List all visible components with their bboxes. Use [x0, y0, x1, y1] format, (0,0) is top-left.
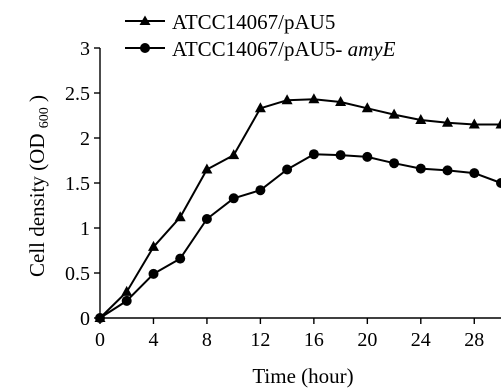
y-axis-title-subscript: 600: [37, 107, 52, 128]
series-1-point-triangle: [228, 149, 240, 160]
x-tick-label: 0: [95, 329, 105, 351]
series-1-point-triangle: [121, 285, 133, 296]
series-1-line: [99, 98, 501, 319]
legend: ATCC14067/pAU5 ATCC14067/pAU5- amyE: [125, 10, 396, 61]
x-tick-label: 16: [304, 329, 324, 351]
legend-marker-circle: [140, 43, 150, 53]
series-1-point-triangle: [201, 163, 213, 174]
x-tick-label: 4: [148, 329, 158, 351]
y-axis-title: Cell density (OD 600 ): [25, 95, 53, 277]
y-tick-label: 0.5: [65, 263, 90, 285]
series-2-point-circle: [282, 164, 293, 175]
y-axis-title-close: ): [25, 95, 49, 102]
y-tick-label: 2.5: [65, 83, 90, 105]
series-2-point-circle: [201, 214, 212, 224]
series-1-point-triangle: [415, 114, 427, 124]
ticks: 0 0.5 1 1.5 2 2.5 3 0 4 8 12 16 20 24 28: [65, 38, 484, 351]
series-1-point-triangle: [281, 94, 293, 105]
series-1-point-triangle: [361, 102, 373, 113]
series-2-point-circle: [362, 151, 373, 162]
x-tick-label: 12: [250, 329, 270, 351]
x-tick-label: 28: [464, 329, 484, 351]
x-tick-label: 24: [411, 329, 431, 351]
series-1-point-triangle: [254, 102, 266, 113]
series-2-point-circle: [442, 165, 453, 176]
series-2-point-circle: [255, 185, 266, 196]
series-1-point-triangle: [495, 118, 501, 129]
y-tick-label: 1.5: [65, 173, 90, 195]
series-1-point-triangle: [388, 108, 400, 119]
legend-label-2-plain: ATCC14067/pAU5-: [172, 37, 342, 61]
x-axis-title: Time (hour): [252, 364, 353, 388]
legend-marker-triangle: [139, 15, 151, 25]
legend-label-2: ATCC14067/pAU5- amyE: [172, 37, 396, 61]
y-tick-label: 0: [80, 308, 90, 330]
x-tick-label: 20: [357, 329, 377, 351]
legend-item-2: ATCC14067/pAU5- amyE: [125, 37, 396, 61]
series-2-point-circle: [228, 193, 239, 204]
series-1-point-triangle: [308, 93, 320, 104]
y-tick-label: 1: [80, 218, 90, 240]
legend-label-1: ATCC14067/pAU5: [172, 10, 335, 34]
series-lines: [94, 93, 501, 323]
series-1-point-triangle: [468, 118, 480, 129]
series-2-point-circle: [121, 295, 132, 306]
y-tick-label: 3: [80, 38, 90, 60]
x-tick-label: 8: [202, 329, 212, 351]
series-1-point-triangle: [148, 240, 159, 251]
series-2-point-circle: [496, 178, 501, 188]
series-2-point-circle: [175, 253, 186, 264]
series-2-line: [99, 153, 501, 319]
axes: [99, 48, 501, 319]
series-2-point-circle: [469, 168, 480, 179]
series-2-point-circle: [389, 158, 400, 169]
series-2-point-circle: [95, 313, 105, 323]
series-2-point-circle: [415, 163, 426, 174]
y-tick-label: 2: [80, 128, 90, 150]
series-2-point-circle: [308, 149, 319, 160]
y-axis-title-main: Cell density (OD: [25, 134, 49, 277]
legend-label-2-italic: amyE: [348, 37, 396, 61]
legend-item-1: ATCC14067/pAU5: [125, 10, 335, 34]
legend-label-1-plain: ATCC14067/pAU5: [172, 10, 335, 34]
series-2-point-circle: [148, 268, 159, 279]
series-1-point-triangle: [335, 96, 347, 106]
series-1-point-triangle: [442, 116, 453, 127]
series-2-point-circle: [335, 150, 346, 161]
series-1-point-triangle: [174, 211, 186, 222]
